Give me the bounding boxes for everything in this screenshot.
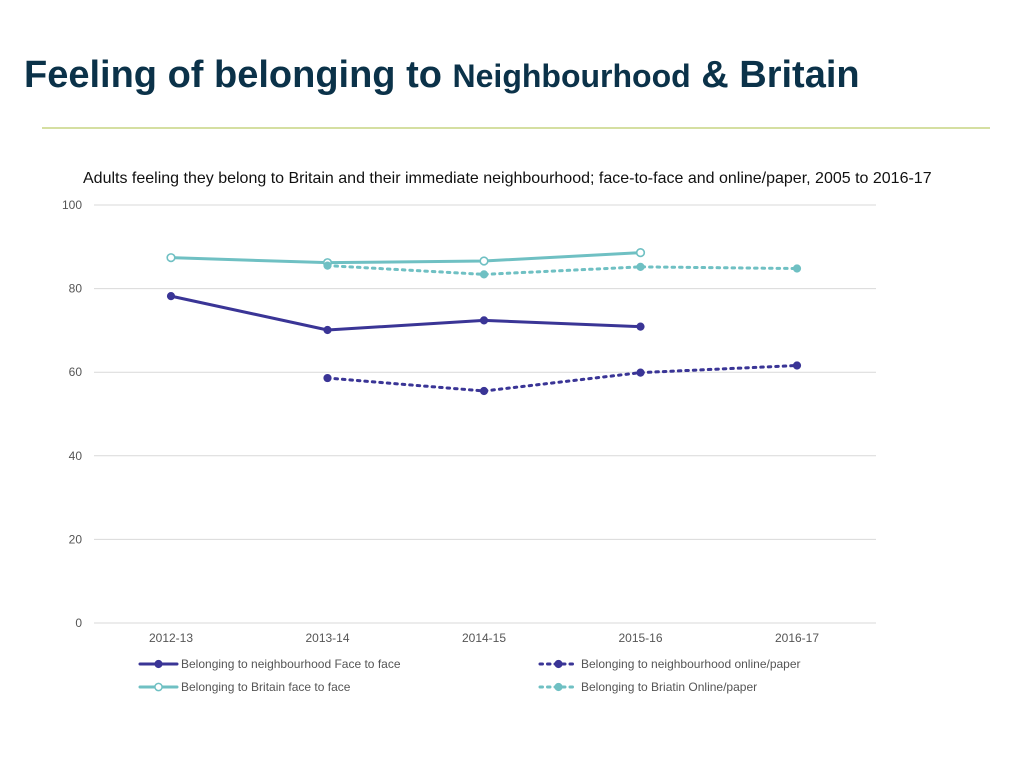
y-tick-label: 40 bbox=[69, 449, 83, 463]
legend-swatch-marker bbox=[154, 682, 163, 692]
y-tick-label: 100 bbox=[62, 198, 82, 212]
series-group bbox=[166, 248, 802, 396]
x-tick-label: 2016-17 bbox=[775, 631, 819, 645]
x-axis: 2012-13 2013-14 2014-15 2015-16 2016-17 bbox=[149, 631, 819, 645]
data-point bbox=[636, 368, 645, 377]
legend: Belonging to neighbourhood Face to face B… bbox=[138, 657, 801, 694]
y-axis: 0 20 40 60 80 100 bbox=[62, 198, 82, 630]
data-point bbox=[323, 373, 332, 383]
series-line-3 bbox=[169, 251, 642, 265]
legend-swatch-marker bbox=[154, 659, 163, 669]
slide-title: Feeling of belonging to Neighbourhood & … bbox=[24, 54, 860, 97]
data-point bbox=[636, 262, 645, 271]
x-tick-label: 2013-14 bbox=[305, 631, 349, 645]
x-tick-label: 2015-16 bbox=[618, 631, 662, 645]
data-point bbox=[792, 264, 802, 273]
gridlines bbox=[94, 204, 876, 624]
data-point bbox=[479, 316, 489, 325]
data-point bbox=[792, 361, 802, 370]
y-tick-label: 60 bbox=[69, 365, 83, 379]
data-point bbox=[323, 261, 332, 270]
legend-label: Belonging to Briatin Online/paper bbox=[581, 680, 757, 694]
series-line-2 bbox=[326, 364, 799, 393]
legend-label: Belonging to neighbourhood Face to face bbox=[181, 657, 401, 671]
y-tick-label: 0 bbox=[75, 616, 82, 630]
legend-label: Belonging to Britain face to face bbox=[181, 680, 351, 694]
data-point bbox=[636, 322, 645, 331]
data-point bbox=[479, 386, 489, 396]
data-point bbox=[166, 292, 176, 301]
title-divider bbox=[42, 127, 990, 129]
title-part-3: & Britain bbox=[690, 54, 860, 96]
data-point bbox=[635, 248, 646, 258]
chart-title: Adults feeling they belong to Britain an… bbox=[83, 170, 932, 187]
legend-swatch-marker bbox=[554, 659, 563, 669]
y-tick-label: 20 bbox=[69, 532, 83, 546]
x-tick-label: 2012-13 bbox=[149, 631, 193, 645]
title-part-2: Neighbourhood bbox=[452, 58, 691, 94]
series-line-4 bbox=[326, 264, 799, 276]
legend-swatch-marker bbox=[554, 682, 563, 692]
data-point bbox=[479, 256, 489, 266]
y-tick-label: 80 bbox=[69, 282, 83, 296]
series-line-1 bbox=[169, 294, 642, 332]
title-part-1: Feeling of belonging to bbox=[24, 54, 453, 96]
data-point bbox=[323, 325, 332, 335]
data-point bbox=[166, 253, 176, 263]
legend-label: Belonging to neighbourhood online/paper bbox=[581, 657, 801, 671]
x-tick-label: 2014-15 bbox=[462, 631, 506, 645]
data-point bbox=[479, 270, 489, 279]
